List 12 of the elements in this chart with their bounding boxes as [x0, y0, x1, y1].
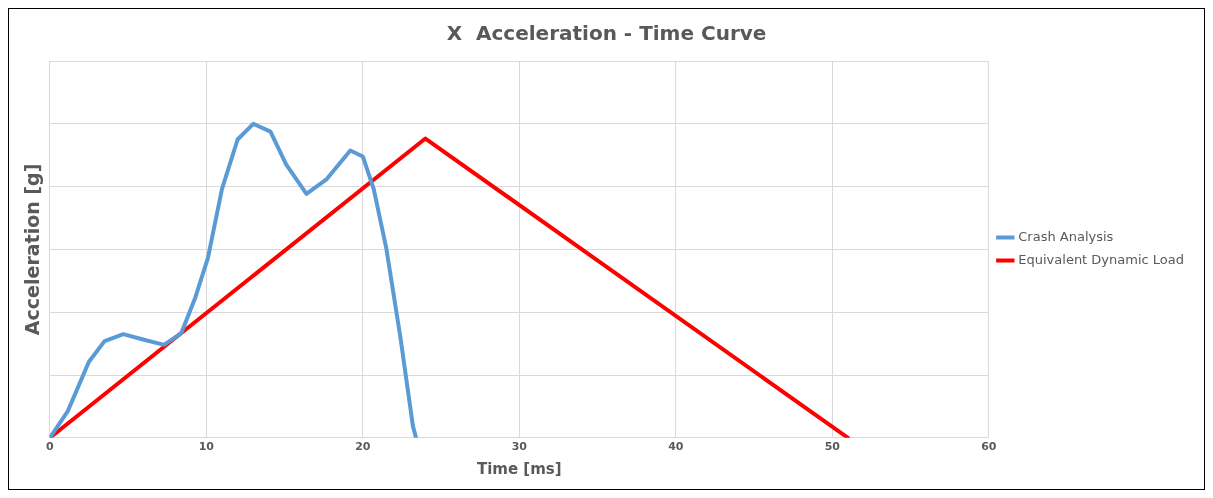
x-tick-label: 10: [198, 440, 215, 454]
y-axis-title: Acceleration [g]: [21, 163, 44, 336]
x-tick-label: 60: [981, 440, 997, 454]
chart-title: X Acceleration - Time Curve: [446, 21, 767, 46]
x-axis-title: Time [ms]: [476, 459, 562, 478]
x-tick-label: 0: [45, 440, 54, 454]
legend-label: Crash Analysis: [1018, 228, 1114, 244]
x-tick-label: 20: [355, 440, 371, 454]
x-tick-label: 40: [668, 440, 684, 454]
x-tick-label: 30: [511, 440, 528, 454]
legend-label: Equivalent Dynamic Load: [1018, 251, 1185, 267]
x-tick-label: 50: [824, 440, 841, 454]
